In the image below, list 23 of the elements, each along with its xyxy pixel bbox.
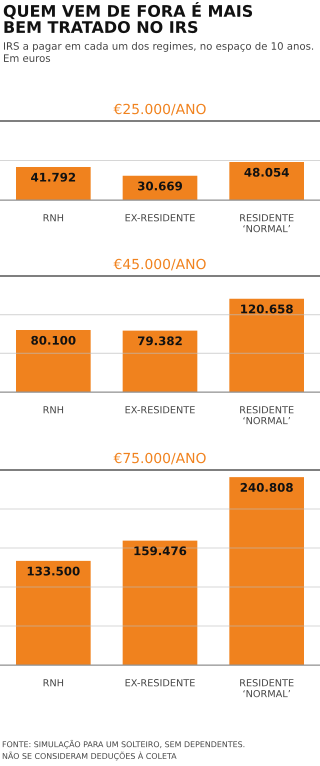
x-tick-label: RNH bbox=[44, 679, 64, 686]
data-label: 30.669 bbox=[138, 182, 182, 190]
data-label: 80.100 bbox=[31, 336, 76, 345]
data-label: 79.382 bbox=[138, 336, 182, 346]
chart-title: €45.000/ANO bbox=[114, 258, 206, 270]
chart-title: €75.000/ANO bbox=[114, 452, 206, 464]
data-label: 120.658 bbox=[241, 304, 293, 314]
x-tick-label: EX-RESIDENTE bbox=[126, 406, 195, 414]
text: €25.000/ANO bbox=[114, 104, 206, 116]
x-tick-label: EX-RESIDENTE bbox=[126, 679, 195, 686]
x-tick-label: EX-RESIDENTE bbox=[126, 214, 195, 222]
x-tick-label: RESIDENTE ‘NORMAL’ bbox=[240, 679, 294, 698]
x-tick-label: RESIDENTE ‘NORMAL’ bbox=[240, 406, 294, 424]
x-tick-label: RNH bbox=[44, 406, 64, 414]
chart-title: QUEM VEM DE FORA É MAIS BEM TRATADO NO IRS bbox=[4, 2, 252, 34]
data-label: 159.476 bbox=[134, 546, 186, 556]
x-tick-label: RESIDENTE ‘NORMAL’ bbox=[240, 214, 294, 232]
data-label: 133.500 bbox=[28, 566, 80, 576]
data-label: 48.054 bbox=[244, 168, 289, 177]
data-label: 41.792 bbox=[31, 172, 76, 182]
chart-subtitle: IRS a pagar em cada um dos regimes, no espaço de 10 anos. Em euros bbox=[4, 42, 314, 62]
data-label: 240.808 bbox=[240, 482, 293, 492]
x-tick-label: RNH bbox=[44, 214, 64, 222]
